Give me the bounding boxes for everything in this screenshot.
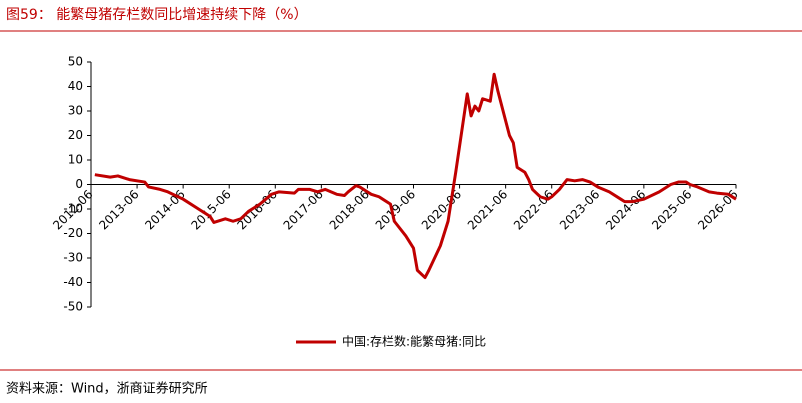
y-tick-label: -30 <box>63 251 83 265</box>
y-tick-label: 0 <box>75 177 83 191</box>
y-tick-label: 30 <box>68 104 83 118</box>
x-tick-label: 2013-06 <box>96 187 141 232</box>
y-tick-label: 10 <box>68 153 83 167</box>
y-tick-label: -20 <box>63 226 83 240</box>
x-tick-label: 2022-06 <box>511 187 556 232</box>
data-line <box>94 72 737 280</box>
legend-label: 中国:存栏数:能繁母猪:同比 <box>342 334 486 349</box>
y-tick-label: -40 <box>63 275 83 289</box>
x-tick-label: 2020-06 <box>419 187 464 232</box>
y-tick-label: -50 <box>63 300 83 314</box>
x-tick-label: 2015-06 <box>188 187 233 232</box>
chart-title: 图59： 能繁母猪存栏数同比增速持续下降（%） <box>6 6 308 23</box>
x-tick-label: 2023-06 <box>557 187 602 232</box>
x-tick-label: 2021-06 <box>465 187 510 232</box>
y-tick-label: -10 <box>63 202 83 216</box>
x-tick-label: 2019-06 <box>373 187 418 232</box>
source-note: 资料来源：Wind，浙商证券研究所 <box>6 381 208 397</box>
y-tick-label: 40 <box>68 79 83 93</box>
y-tick-label: 20 <box>68 128 83 142</box>
y-tick-label: 50 <box>68 55 83 69</box>
x-tick-label: 2014-06 <box>142 187 187 232</box>
